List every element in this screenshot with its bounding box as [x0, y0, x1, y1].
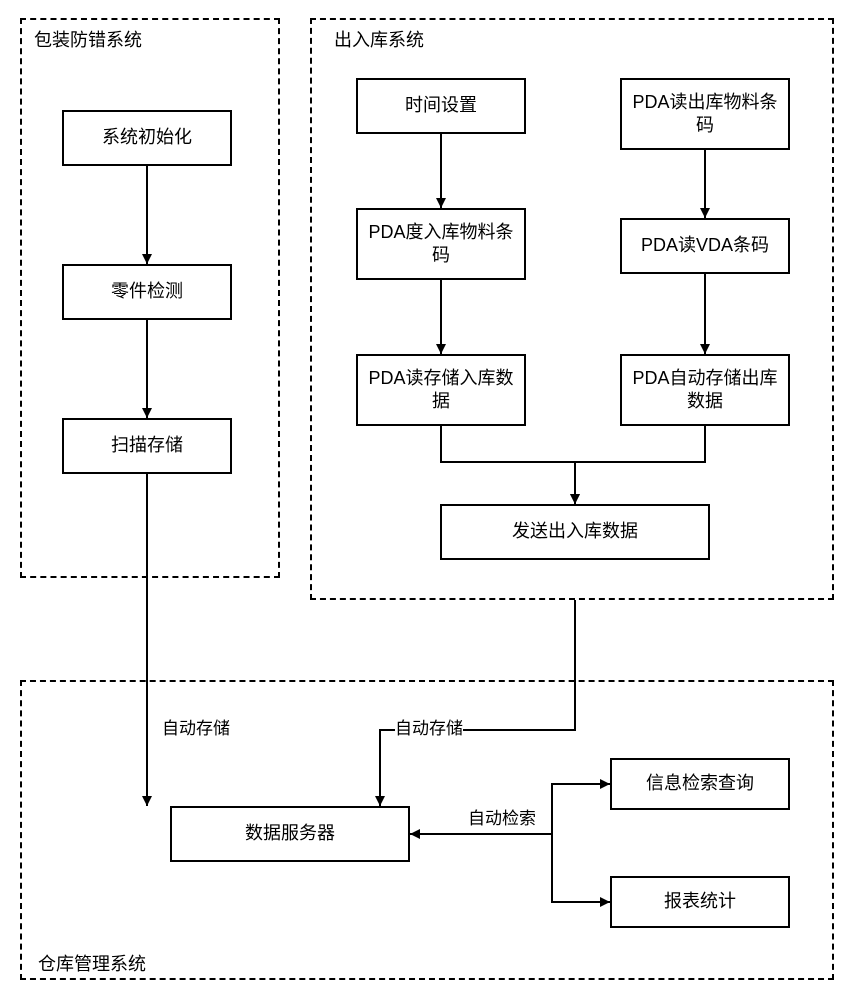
- node-pda-out-save: PDA自动存储出库数据: [620, 354, 790, 426]
- edge-label-auto-store-1: 自动存储: [162, 714, 230, 739]
- node-pda-in-material: PDA度入库物料条码: [356, 208, 526, 280]
- group-warehouse-label: 仓库管理系统: [34, 950, 150, 976]
- node-pda-out-material: PDA读出库物料条码: [620, 78, 790, 150]
- node-send-data: 发送出入库数据: [440, 504, 710, 560]
- diagram-canvas: 包装防错系统 出入库系统 仓库管理系统 系统初始化 零件检测 扫描存储 时间设置…: [0, 0, 859, 1000]
- group-inout-label: 出入库系统: [330, 26, 428, 52]
- node-info-search: 信息检索查询: [610, 758, 790, 810]
- node-pda-vda: PDA读VDA条码: [620, 218, 790, 274]
- node-pda-in-save: PDA读存储入库数据: [356, 354, 526, 426]
- edge-label-auto-store-2: 自动存储: [395, 714, 463, 739]
- node-part-detect: 零件检测: [62, 264, 232, 320]
- node-time-set: 时间设置: [356, 78, 526, 134]
- node-scan-store: 扫描存储: [62, 418, 232, 474]
- edge-label-auto-search: 自动检索: [468, 804, 536, 829]
- group-packaging-label: 包装防错系统: [30, 26, 146, 52]
- node-data-server: 数据服务器: [170, 806, 410, 862]
- node-report-stats: 报表统计: [610, 876, 790, 928]
- node-system-init: 系统初始化: [62, 110, 232, 166]
